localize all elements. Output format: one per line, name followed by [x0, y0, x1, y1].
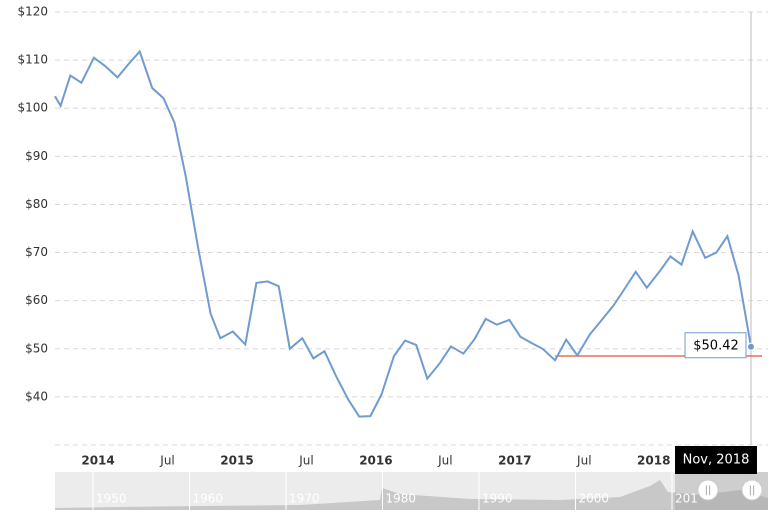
navigator-label: 1970	[289, 492, 320, 506]
x-tick-label: 2014	[81, 454, 114, 468]
navigator-label: 201	[675, 492, 698, 506]
x-tick-label: Jul	[437, 454, 452, 468]
navigator-label: 1960	[193, 492, 224, 506]
svg-text:||: ||	[749, 485, 756, 496]
y-tick-label: $80	[25, 197, 48, 211]
crosshair-label-bg	[675, 446, 757, 474]
navigator-label: 1950	[96, 492, 127, 506]
series-line	[54, 49, 752, 418]
nav-handle-right[interactable]: ||	[741, 479, 763, 501]
x-tick-label: 2017	[498, 454, 531, 468]
x-tick-label: 2015	[220, 454, 253, 468]
y-tick-label: $60	[25, 293, 48, 307]
navigator-series	[55, 480, 768, 510]
navigator-label: 1990	[482, 492, 513, 506]
crosshair-label: Nov, 2018	[683, 453, 750, 468]
x-tick-label: Jul	[298, 454, 313, 468]
navigator-label: 2000	[579, 492, 610, 506]
hover-marker	[747, 342, 755, 351]
navigator-label: 1980	[386, 492, 417, 506]
y-tick-label: $50	[25, 341, 48, 355]
tooltip-label: $50.42	[693, 338, 739, 353]
x-tick-label: Jul	[576, 454, 591, 468]
x-tick-label: Jul	[159, 454, 174, 468]
y-tick-label: $70	[25, 245, 48, 259]
x-tick-label: 2016	[359, 454, 392, 468]
y-tick-label: $40	[25, 389, 48, 403]
y-tick-label: $90	[25, 149, 48, 163]
y-tick-label: $120	[17, 5, 48, 19]
y-tick-label: $100	[17, 101, 48, 115]
nav-handle-left[interactable]: ||	[697, 479, 719, 501]
x-tick-label: 2018	[637, 454, 670, 468]
tooltip-box	[684, 332, 747, 359]
y-tick-label: $110	[17, 53, 48, 67]
svg-text:||: ||	[705, 485, 712, 496]
